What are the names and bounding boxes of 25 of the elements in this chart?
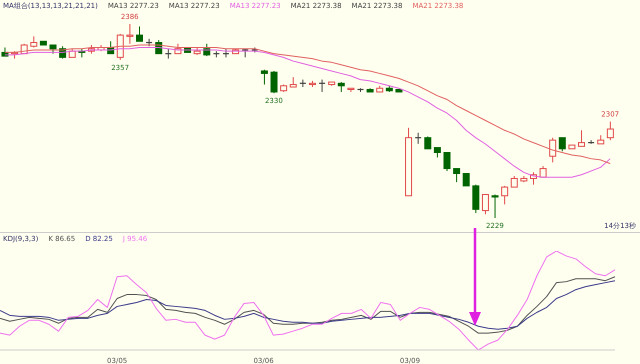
candlestick <box>270 70 278 94</box>
candlestick <box>136 26 143 42</box>
candlestick <box>558 137 566 152</box>
candlestick <box>338 82 345 92</box>
candlestick <box>260 69 268 86</box>
candlestick <box>290 76 297 88</box>
candlestick <box>492 194 499 218</box>
candlestick <box>164 48 172 60</box>
candlestick <box>578 130 586 147</box>
candlestick <box>549 137 556 163</box>
candlestick <box>453 168 460 183</box>
candlestick <box>126 24 134 44</box>
candlestick <box>606 121 614 141</box>
candlestick <box>424 136 432 150</box>
candlestick <box>443 152 450 172</box>
candlestick <box>482 194 489 215</box>
candlestick <box>318 79 326 92</box>
candlestick <box>414 132 422 144</box>
candlestick <box>501 185 508 205</box>
candlestick <box>462 173 470 186</box>
candlestick <box>510 175 518 188</box>
candlestick <box>116 33 124 60</box>
candlestick <box>434 147 441 158</box>
candlestick <box>472 184 480 214</box>
candlestick <box>30 36 38 48</box>
